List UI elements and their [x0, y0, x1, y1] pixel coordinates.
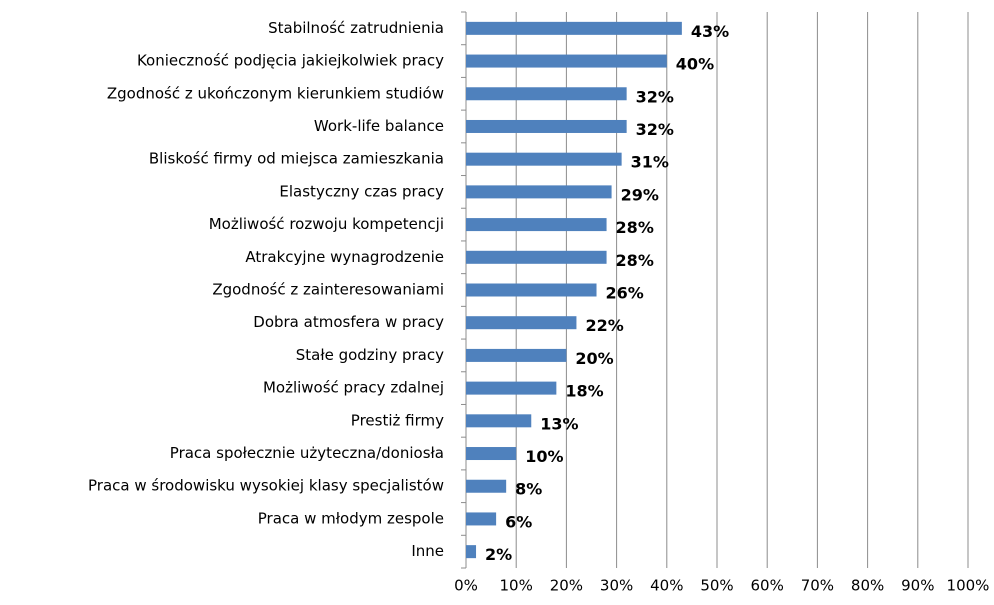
value-label: 2% — [485, 545, 512, 564]
y-tick-label: Work-life balance — [314, 117, 444, 135]
bar — [466, 218, 607, 232]
x-tick-label: 80% — [851, 577, 884, 595]
bar — [466, 348, 567, 362]
y-tick-label: Konieczność podjęcia jakiejkolwiek pracy — [137, 52, 444, 70]
y-tick-label: Praca społecznie użyteczna/doniosła — [170, 444, 444, 462]
x-tick-label: 40% — [650, 577, 683, 595]
x-tick-label: 30% — [600, 577, 633, 595]
x-tick-label: 90% — [901, 577, 934, 595]
bar — [466, 316, 577, 330]
y-tick-label: Stałe godziny pracy — [296, 346, 444, 364]
y-tick-label: Możliwość pracy zdalnej — [263, 379, 444, 397]
y-tick-label: Inne — [411, 542, 444, 560]
value-label: 28% — [616, 251, 654, 270]
x-tick-label: 50% — [700, 577, 733, 595]
value-label: 18% — [565, 382, 603, 401]
value-label: 28% — [616, 218, 654, 237]
value-label: 8% — [515, 480, 542, 499]
bar — [466, 87, 627, 101]
y-tick-label: Dobra atmosfera w pracy — [253, 313, 444, 331]
y-tick-label: Zgodność z ukończonym kierunkiem studiów — [107, 84, 444, 102]
x-tick-label: 60% — [751, 577, 784, 595]
y-tick-label: Praca w młodym zespole — [258, 509, 444, 527]
y-tick-label: Elastyczny czas pracy — [279, 182, 444, 200]
bar — [466, 185, 612, 199]
bar — [466, 447, 517, 461]
bar — [466, 479, 507, 493]
y-tick-label: Bliskość firmy od miejsca zamieszkania — [149, 150, 444, 168]
value-label: 10% — [525, 447, 563, 466]
y-tick-label: Możliwość rozwoju kompetencji — [209, 215, 444, 233]
bar — [466, 545, 477, 559]
x-tick-label: 0% — [454, 577, 478, 595]
x-tick-label: 70% — [801, 577, 834, 595]
bar — [466, 54, 667, 68]
bar — [466, 119, 627, 133]
bar — [466, 283, 597, 297]
bar — [466, 250, 607, 264]
bar — [466, 381, 557, 395]
value-label: 32% — [636, 120, 674, 139]
value-label: 29% — [621, 185, 659, 204]
value-label: 43% — [691, 22, 729, 41]
x-tick-label: 100% — [947, 577, 990, 595]
y-tick-label: Zgodność z zainteresowaniami — [212, 281, 444, 299]
value-label: 22% — [585, 316, 623, 335]
bar — [466, 21, 682, 35]
value-label: 20% — [575, 349, 613, 368]
x-tick-label: 20% — [550, 577, 583, 595]
y-tick-label: Atrakcyjne wynagrodzenie — [245, 248, 444, 266]
value-label: 31% — [631, 153, 669, 172]
y-tick-label: Prestiż firmy — [351, 411, 444, 429]
value-label: 32% — [636, 87, 674, 106]
value-label: 6% — [505, 512, 532, 531]
value-label: 40% — [676, 55, 714, 74]
value-label: 26% — [606, 284, 644, 303]
y-tick-label: Praca w środowisku wysokiej klasy specja… — [88, 477, 444, 495]
y-tick-label: Stabilność zatrudnienia — [268, 19, 444, 37]
x-tick-label: 10% — [500, 577, 533, 595]
bar — [466, 152, 622, 166]
bar — [466, 512, 497, 526]
value-label: 13% — [540, 414, 578, 433]
bar — [466, 414, 532, 428]
